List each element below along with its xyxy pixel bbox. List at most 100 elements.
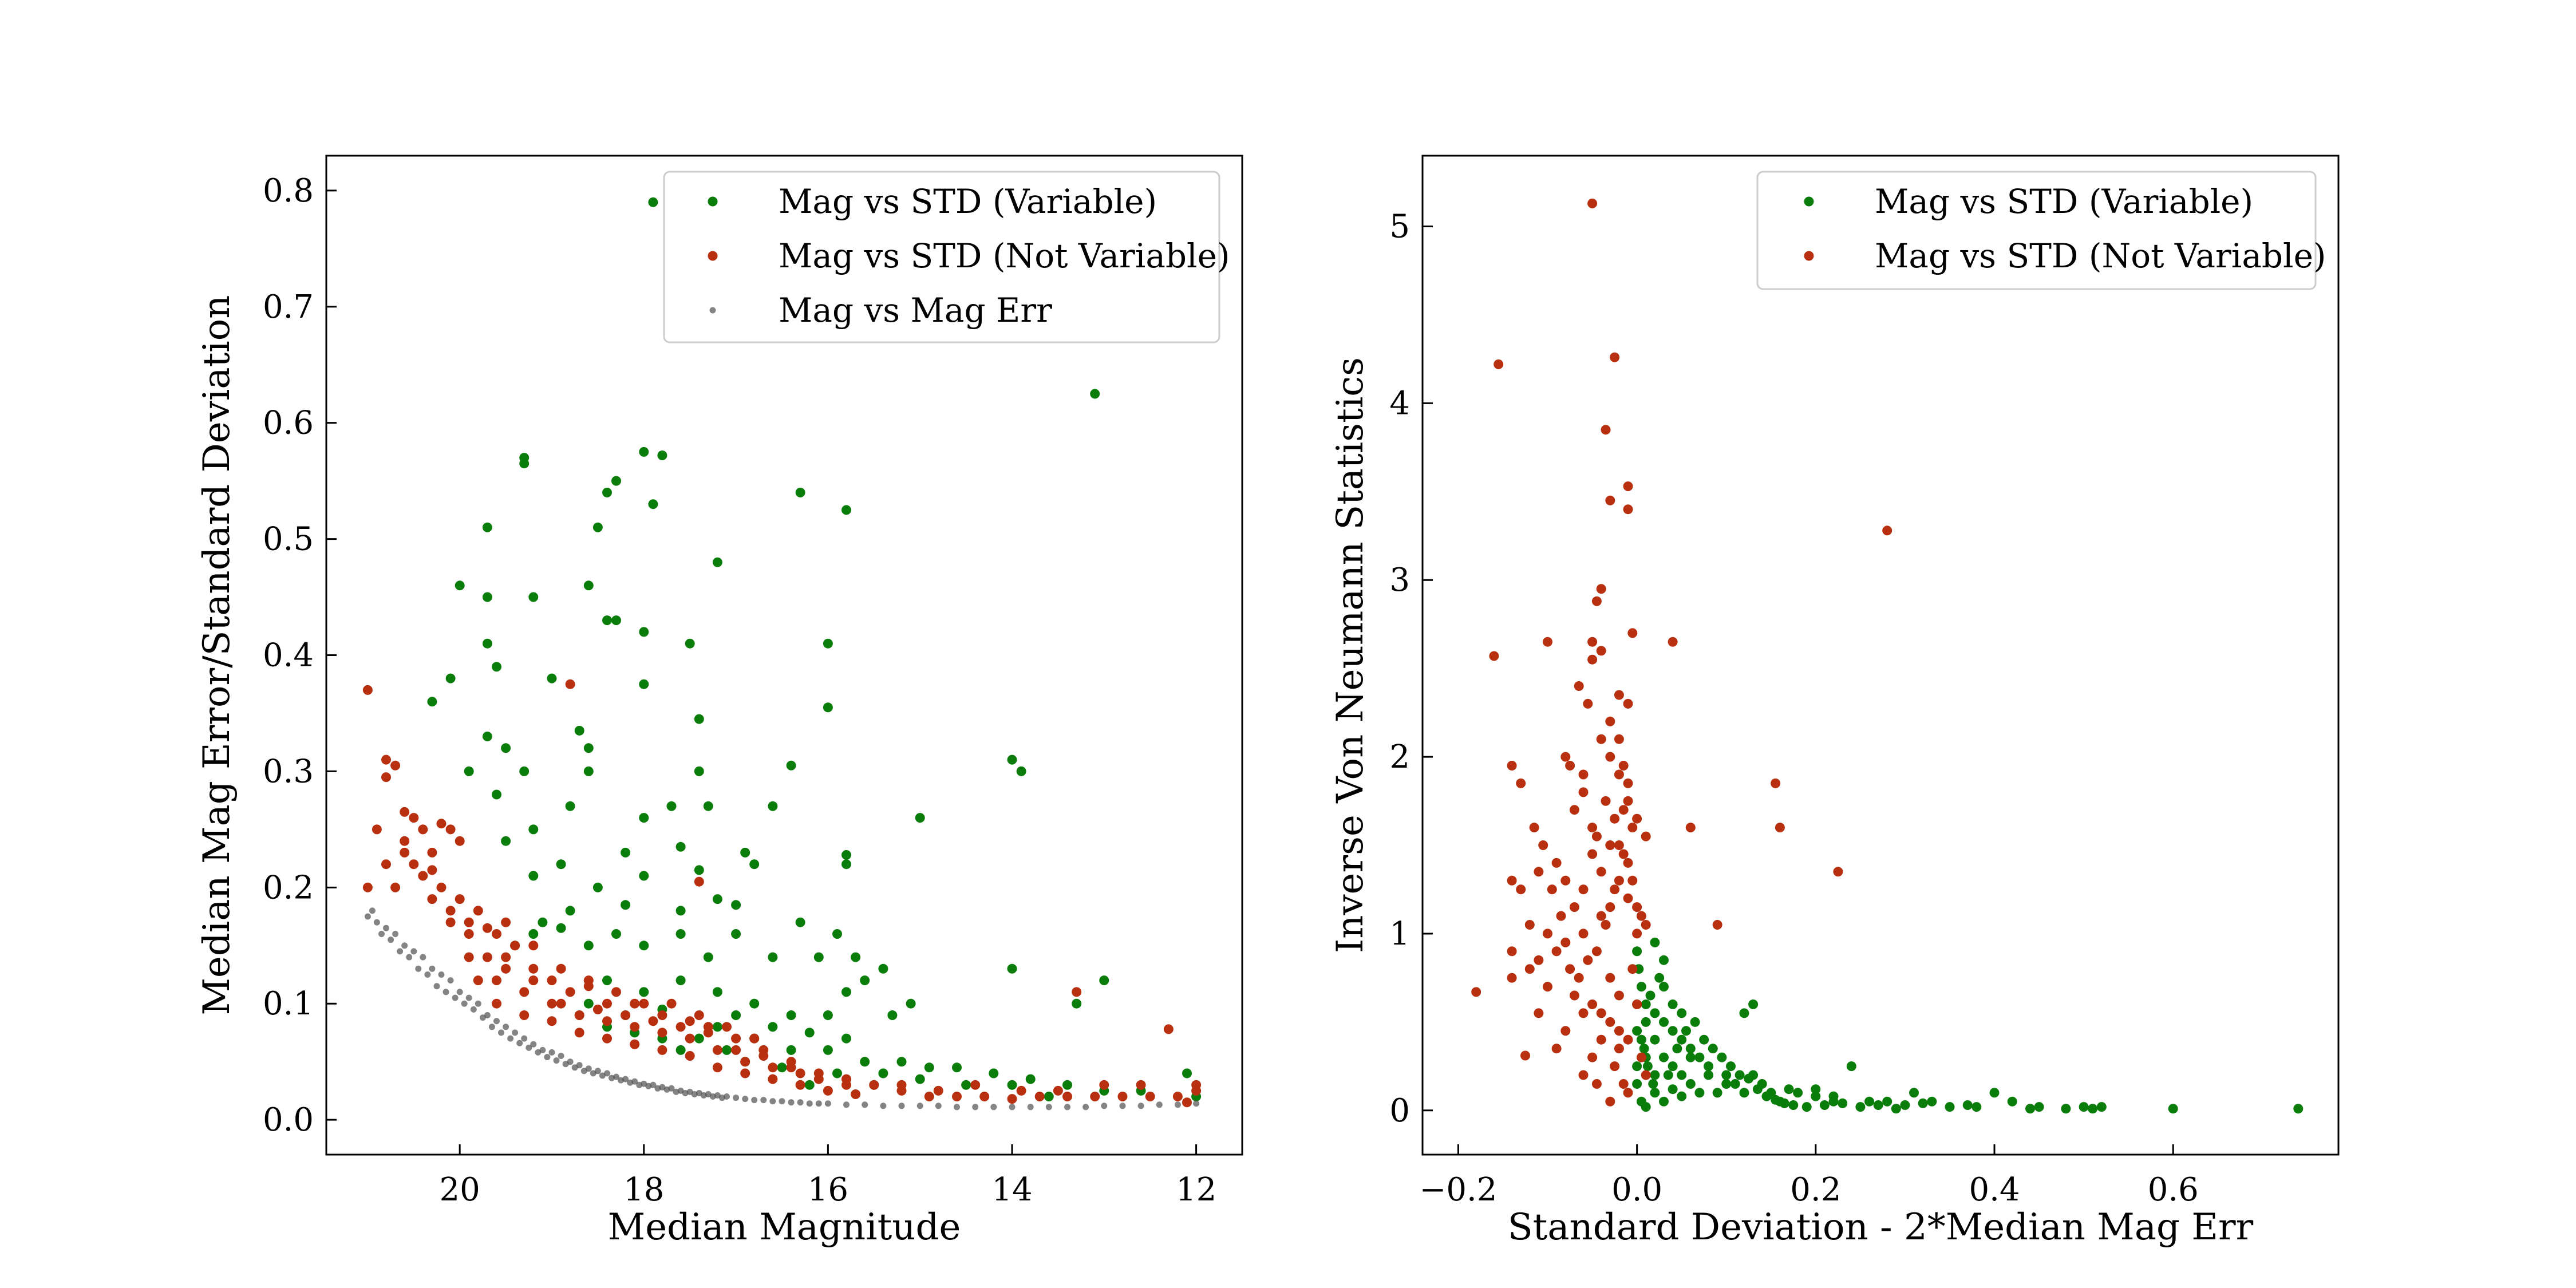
data-point [400, 836, 410, 846]
data-point [1636, 1052, 1646, 1062]
data-point [703, 801, 713, 811]
data-point [1547, 884, 1557, 895]
data-point [528, 871, 539, 881]
data-point [1717, 1052, 1727, 1062]
data-point [639, 627, 649, 637]
data-point [703, 952, 713, 962]
data-point [769, 1098, 776, 1105]
y-axis-label: Median Mag Error/Standard Deviation [196, 295, 238, 1015]
x-tick-label: −0.2 [1419, 1171, 1497, 1208]
data-point [657, 1010, 667, 1020]
data-point [1524, 920, 1535, 930]
data-point [722, 1022, 732, 1032]
data-point [1578, 884, 1589, 895]
data-point [832, 1068, 842, 1078]
data-point [501, 952, 511, 962]
data-point [1632, 929, 1642, 939]
data-point [1182, 1097, 1192, 1108]
data-point [815, 1100, 822, 1107]
data-point [492, 998, 501, 1009]
data-point [498, 1029, 504, 1036]
data-point [804, 1028, 815, 1038]
data-point [369, 907, 376, 914]
data-point [364, 913, 371, 920]
data-point [594, 1068, 601, 1074]
data-point [1064, 1104, 1070, 1111]
data-point [636, 1081, 643, 1088]
data-point [1618, 849, 1629, 859]
data-point [1685, 1079, 1696, 1089]
data-point [1668, 1026, 1678, 1036]
data-point [1117, 1092, 1128, 1101]
data-point [1641, 920, 1651, 930]
data-point [1864, 1096, 1874, 1107]
data-point [501, 836, 511, 846]
data-point [583, 766, 594, 776]
data-point [742, 1096, 749, 1103]
data-point [1659, 982, 1669, 992]
data-point [1605, 902, 1615, 912]
data-point [556, 963, 566, 974]
data-point [456, 989, 463, 995]
data-point [1591, 596, 1602, 606]
data-point [1145, 1092, 1155, 1101]
data-point [675, 975, 686, 986]
data-point [1730, 1079, 1740, 1089]
data-point [639, 987, 649, 997]
data-point [424, 971, 431, 978]
data-point [482, 952, 492, 962]
data-point [1614, 840, 1624, 850]
data-point [685, 1016, 695, 1026]
data-point [648, 499, 658, 509]
legend-frame [663, 171, 1220, 343]
data-point [445, 824, 456, 835]
data-point [1156, 1101, 1163, 1108]
data-point [712, 1062, 722, 1073]
data-point [415, 965, 422, 972]
data-point [1583, 698, 1593, 709]
data-point [1623, 1088, 1633, 1098]
data-point [1082, 1104, 1089, 1111]
data-point [700, 1092, 707, 1099]
data-point [813, 952, 824, 962]
data-point [924, 1062, 934, 1073]
data-point [869, 1080, 879, 1090]
data-point [392, 931, 399, 937]
data-point [547, 998, 557, 1009]
data-point [1516, 884, 1526, 895]
data-point [436, 819, 447, 829]
y-tick-label: 2 [1389, 738, 1410, 776]
y-tick-label: 0.1 [263, 985, 314, 1022]
data-point [627, 1079, 634, 1086]
x-tick-label: 14 [991, 1171, 1032, 1208]
data-point [712, 987, 722, 997]
data-point [558, 1053, 564, 1059]
data-point [455, 580, 465, 591]
data-point [1520, 1050, 1530, 1061]
x-tick-label: 12 [1176, 1171, 1216, 1208]
data-point [1534, 1008, 1544, 1018]
data-point [952, 1092, 962, 1101]
data-point [841, 859, 851, 870]
data-point [1053, 1085, 1063, 1096]
data-point [492, 789, 501, 800]
y-tick-label: 0.7 [263, 289, 314, 326]
data-point [1632, 1061, 1642, 1072]
data-point [538, 917, 548, 927]
data-point [1623, 858, 1633, 868]
data-point [924, 1092, 934, 1101]
data-point [473, 906, 483, 916]
data-point [1650, 1088, 1660, 1098]
legend-entry-label: Mag vs STD (Not Variable) [1875, 236, 2326, 275]
data-point [1618, 1079, 1629, 1089]
data-point [1636, 982, 1646, 992]
data-point [1627, 964, 1638, 974]
data-point [565, 906, 575, 916]
data-point [1090, 1092, 1100, 1101]
data-point [823, 1045, 833, 1055]
data-point [556, 923, 566, 933]
data-point [1677, 1008, 1687, 1018]
data-point [1596, 584, 1606, 594]
data-point [675, 929, 686, 939]
data-point [1945, 1102, 1955, 1112]
